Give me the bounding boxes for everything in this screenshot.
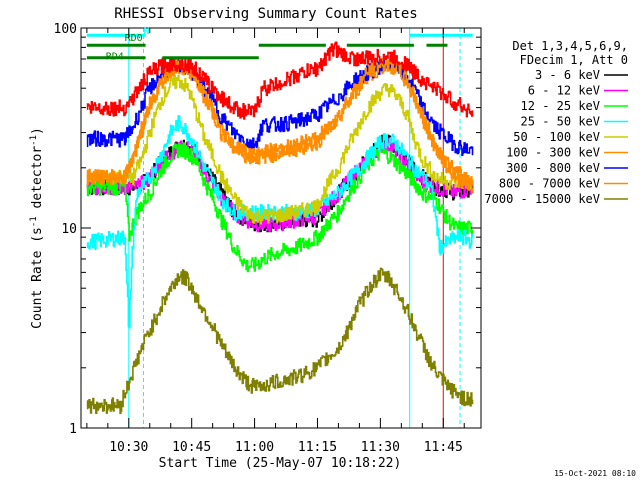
x-axis-label: Start Time (25-May-07 10:18:22) [159,456,402,471]
legend-label-7: 300 - 800 keV [506,161,600,175]
flag-label-rd4: RD4 [106,52,124,63]
flag-label-n: N [143,26,149,37]
y-axis-label: Count Rate (s-1 detector-1) [29,127,45,329]
legend-label-3: 12 - 25 keV [521,99,600,113]
plot-area [80,27,482,429]
chart-title: RHESSI Observing Summary Count Rates [114,6,417,22]
legend-header-line-2: FDecim 1, Att 0 [520,53,628,67]
legend-label-2: 6 - 12 keV [528,84,600,98]
series-line-3 [86,142,474,273]
series-line-8 [86,56,474,187]
legend-label-5: 50 - 100 keV [513,130,600,144]
x-tick-label-5: 11:30 [361,440,400,455]
y-axis-label-sup-2: -1 [29,135,39,146]
y-axis-label-end: ) [30,127,45,135]
legend: Det 1,3,4,5,6,9, FDecim 1, Att 0 3 - 6 k… [484,39,628,206]
legend-label-8: 800 - 7000 keV [499,177,600,191]
x-tick-label-3: 11:00 [235,440,274,455]
legend-header-line-1: Det 1,3,4,5,6,9, [512,39,628,53]
legend-label-4: 25 - 50 keV [521,115,600,129]
series-line-9 [86,267,474,415]
x-tick-label-4: 11:15 [298,440,337,455]
legend-label-6: 100 - 300 keV [506,146,600,160]
legend-label-1: 3 - 6 keV [535,68,600,82]
y-tick-label-2: 10 [61,222,77,237]
timestamp: 15-Oct-2021 08:10 [554,469,636,478]
flag-label-rd0: RD0 [125,33,143,44]
y-tick-label-3: 100 [54,22,77,37]
series-line-10 [86,41,474,120]
x-tick-label-1: 10:30 [109,440,148,455]
x-tick-label-6: 11:45 [424,440,463,455]
y-axis-label-mid: detector [30,146,45,217]
x-tick-label-2: 10:45 [172,440,211,455]
legend-label-9: 7000 - 15000 keV [484,192,600,206]
series-line-5 [86,74,474,225]
y-axis-label-sup-1: -1 [29,216,39,227]
y-tick-label-1: 1 [69,422,77,437]
y-axis-label-main: Count Rate (s [30,227,45,329]
